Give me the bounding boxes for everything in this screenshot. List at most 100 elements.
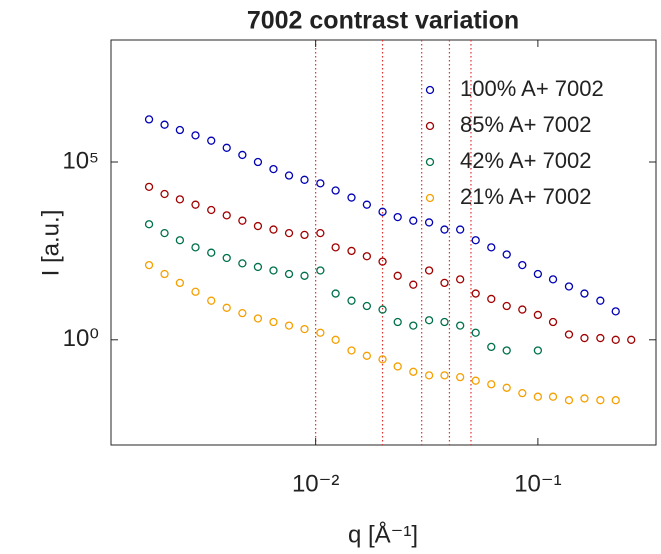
data-point bbox=[580, 289, 589, 298]
data-point bbox=[580, 394, 589, 403]
data-point bbox=[331, 289, 340, 298]
data-point bbox=[596, 396, 605, 405]
legend-label: 42% A+ 7002 bbox=[460, 148, 592, 173]
data-point bbox=[284, 171, 294, 180]
legend-marker bbox=[425, 157, 435, 167]
legend-label: 21% A+ 7002 bbox=[460, 184, 592, 209]
data-point bbox=[238, 216, 247, 225]
data-point bbox=[175, 278, 185, 288]
data-point bbox=[300, 175, 309, 184]
data-point bbox=[238, 150, 247, 160]
y-tick-label: 10⁰ bbox=[63, 325, 99, 352]
data-point bbox=[362, 200, 372, 209]
data-point bbox=[548, 317, 558, 327]
data-point bbox=[378, 207, 387, 216]
data-point bbox=[191, 287, 200, 296]
data-point bbox=[533, 346, 543, 355]
data-point bbox=[284, 321, 294, 330]
x-tick-label: 10⁻² bbox=[292, 470, 339, 497]
data-point bbox=[518, 305, 527, 314]
data-point bbox=[487, 342, 496, 352]
data-point bbox=[533, 310, 543, 320]
data-point bbox=[611, 307, 620, 316]
data-point bbox=[393, 271, 402, 280]
data-point bbox=[269, 317, 278, 327]
data-point bbox=[456, 225, 465, 234]
data-point bbox=[316, 228, 325, 238]
data-point bbox=[518, 388, 527, 398]
data-point bbox=[424, 218, 434, 227]
data-point bbox=[533, 392, 543, 401]
data-point bbox=[160, 189, 169, 199]
data-point bbox=[160, 269, 169, 279]
data-point bbox=[487, 380, 496, 389]
plot-area bbox=[110, 39, 657, 446]
data-point bbox=[424, 316, 434, 325]
data-point bbox=[284, 269, 294, 279]
data-point bbox=[471, 328, 480, 337]
legend-marker bbox=[425, 121, 435, 131]
data-point bbox=[440, 371, 449, 380]
data-point bbox=[393, 362, 402, 371]
data-point bbox=[564, 282, 574, 291]
data-point bbox=[316, 266, 325, 275]
data-point bbox=[596, 333, 605, 343]
data-point bbox=[440, 225, 449, 234]
data-point bbox=[487, 243, 496, 252]
data-point bbox=[222, 253, 231, 263]
data-point bbox=[502, 383, 511, 392]
data-point bbox=[564, 396, 574, 405]
data-point bbox=[502, 301, 511, 311]
data-point bbox=[440, 317, 449, 327]
x-axis-label: q [Å⁻¹] bbox=[348, 520, 418, 548]
data-point bbox=[471, 236, 480, 245]
data-point bbox=[627, 335, 636, 344]
data-point bbox=[440, 278, 449, 288]
data-point bbox=[300, 271, 309, 280]
data-point bbox=[502, 250, 511, 259]
data-point bbox=[269, 164, 278, 174]
data-point bbox=[144, 182, 154, 192]
data-point bbox=[424, 266, 434, 275]
data-point bbox=[160, 120, 169, 129]
data-point bbox=[347, 346, 356, 355]
data-point bbox=[564, 330, 574, 339]
data-point bbox=[548, 275, 558, 284]
data-point bbox=[580, 333, 589, 343]
data-point bbox=[471, 376, 480, 385]
data-point bbox=[471, 289, 480, 298]
data-point bbox=[191, 200, 200, 209]
data-point bbox=[300, 324, 309, 334]
data-point bbox=[533, 269, 543, 279]
data-point bbox=[409, 367, 418, 376]
legend-marker bbox=[425, 193, 435, 203]
data-point bbox=[191, 243, 200, 252]
data-point bbox=[393, 212, 402, 222]
data-point bbox=[487, 294, 496, 304]
data-point bbox=[222, 143, 231, 152]
data-point bbox=[253, 157, 263, 167]
data-point bbox=[596, 296, 605, 305]
data-point bbox=[144, 115, 154, 124]
data-point bbox=[160, 228, 169, 238]
data-point bbox=[362, 252, 372, 261]
data-point bbox=[207, 248, 216, 257]
data-point bbox=[175, 125, 185, 135]
data-point bbox=[269, 266, 278, 275]
data-point bbox=[378, 355, 387, 364]
data-point bbox=[518, 260, 527, 270]
chart-title: 7002 contrast variation bbox=[247, 7, 519, 35]
data-point bbox=[191, 131, 200, 140]
data-point bbox=[393, 317, 402, 327]
data-point bbox=[331, 335, 340, 344]
data-point bbox=[362, 301, 372, 311]
data-point bbox=[611, 396, 620, 405]
data-point bbox=[456, 372, 465, 382]
data-point bbox=[456, 275, 465, 284]
legend-label: 100% A+ 7002 bbox=[460, 76, 604, 101]
data-point bbox=[253, 262, 263, 272]
data-point bbox=[175, 195, 185, 204]
data-point bbox=[253, 314, 263, 323]
data-point bbox=[144, 220, 154, 229]
